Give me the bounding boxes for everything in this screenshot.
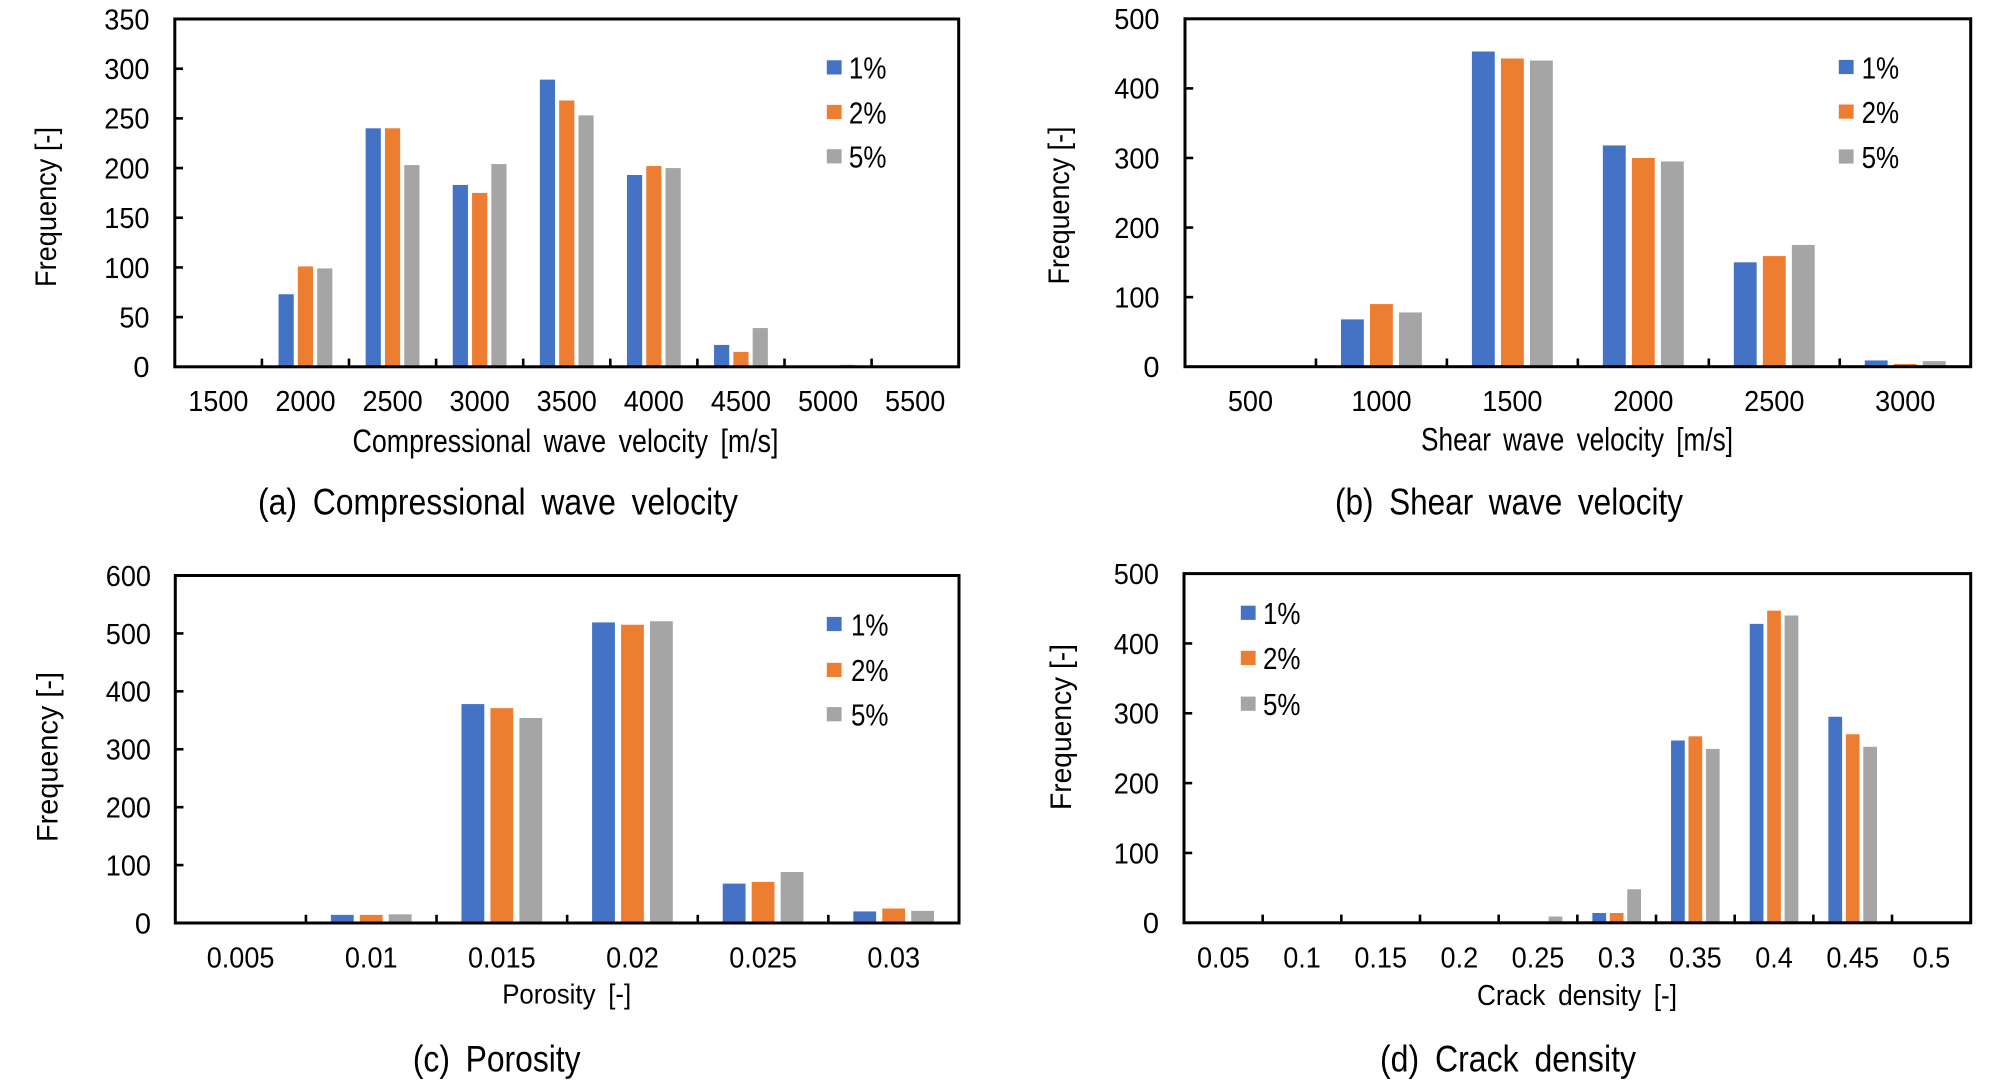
svg-text:0.35: 0.35 (1669, 943, 1722, 975)
svg-text:Frequency [-]: Frequency [-] (1043, 127, 1076, 285)
svg-text:500: 500 (1114, 4, 1159, 36)
svg-text:200: 200 (106, 793, 151, 825)
svg-text:0: 0 (1143, 352, 1159, 384)
svg-text:1%: 1% (1862, 50, 1900, 85)
svg-text:250: 250 (104, 104, 149, 136)
svg-text:400: 400 (106, 677, 151, 709)
svg-text:2000: 2000 (275, 386, 335, 418)
svg-text:0.05: 0.05 (1197, 943, 1250, 975)
svg-text:0.015: 0.015 (468, 943, 536, 975)
svg-text:0.4: 0.4 (1755, 943, 1793, 975)
svg-text:0: 0 (1143, 908, 1159, 940)
svg-text:1500: 1500 (188, 386, 248, 418)
svg-text:300: 300 (106, 735, 151, 767)
svg-text:0.1: 0.1 (1283, 943, 1321, 975)
svg-text:300: 300 (1114, 699, 1159, 731)
svg-text:0.45: 0.45 (1826, 943, 1879, 975)
svg-text:0.5: 0.5 (1913, 943, 1951, 975)
svg-text:0: 0 (133, 352, 149, 384)
svg-text:5500: 5500 (885, 386, 945, 418)
svg-text:(b) Shear wave velocity: (b) Shear wave velocity (1335, 482, 1683, 523)
svg-text:100: 100 (104, 253, 149, 285)
svg-text:400: 400 (1114, 629, 1159, 661)
svg-text:Crack density [-]: Crack density [-] (1477, 980, 1677, 1012)
svg-text:50: 50 (119, 302, 149, 334)
svg-text:1%: 1% (851, 607, 889, 642)
svg-text:5%: 5% (851, 697, 889, 732)
svg-text:1%: 1% (1263, 596, 1301, 631)
svg-text:2%: 2% (1263, 641, 1301, 676)
svg-text:150: 150 (104, 203, 149, 235)
svg-text:Frequency [-]: Frequency [-] (32, 672, 65, 842)
svg-text:Frequency [-]: Frequency [-] (30, 127, 63, 287)
svg-text:0.15: 0.15 (1354, 943, 1407, 975)
svg-text:300: 300 (104, 54, 149, 86)
svg-text:Porosity [-]: Porosity [-] (502, 979, 631, 1010)
svg-text:100: 100 (1114, 282, 1159, 314)
svg-text:600: 600 (106, 561, 151, 593)
svg-text:400: 400 (1114, 74, 1159, 106)
svg-text:(a) Compressional wave velocit: (a) Compressional wave velocity (258, 482, 738, 523)
svg-text:(d) Crack density: (d) Crack density (1380, 1039, 1636, 1080)
svg-text:4500: 4500 (711, 386, 771, 418)
svg-text:200: 200 (1114, 213, 1159, 245)
svg-text:300: 300 (1114, 143, 1159, 175)
svg-text:0.025: 0.025 (729, 943, 797, 975)
svg-text:0.005: 0.005 (207, 943, 275, 975)
svg-text:1000: 1000 (1351, 386, 1411, 418)
svg-text:2%: 2% (851, 653, 889, 688)
svg-text:3500: 3500 (537, 386, 597, 418)
svg-text:1500: 1500 (1482, 386, 1542, 418)
svg-text:200: 200 (104, 153, 149, 185)
svg-text:3000: 3000 (1875, 386, 1935, 418)
svg-text:2%: 2% (849, 95, 887, 130)
svg-text:0.03: 0.03 (867, 943, 920, 975)
svg-text:1%: 1% (849, 51, 887, 86)
svg-text:(c) Porosity: (c) Porosity (413, 1039, 581, 1080)
svg-text:5%: 5% (849, 140, 887, 175)
svg-text:0.25: 0.25 (1512, 943, 1565, 975)
svg-text:0.2: 0.2 (1441, 943, 1479, 975)
svg-text:Compressional wave velocity [m: Compressional wave velocity [m/s] (353, 423, 779, 459)
svg-text:5000: 5000 (798, 386, 858, 418)
svg-text:500: 500 (106, 619, 151, 651)
svg-text:0.02: 0.02 (606, 943, 659, 975)
svg-text:0: 0 (135, 908, 151, 940)
svg-text:3000: 3000 (450, 386, 510, 418)
svg-text:350: 350 (104, 4, 149, 36)
svg-text:0.01: 0.01 (345, 943, 398, 975)
svg-text:5%: 5% (1862, 140, 1900, 175)
svg-text:2500: 2500 (362, 386, 422, 418)
svg-text:500: 500 (1228, 386, 1273, 418)
svg-text:0.3: 0.3 (1598, 943, 1636, 975)
svg-text:500: 500 (1114, 559, 1159, 591)
svg-text:100: 100 (1114, 838, 1159, 870)
svg-text:2%: 2% (1862, 95, 1900, 130)
svg-text:2000: 2000 (1613, 386, 1673, 418)
svg-text:Shear wave velocity [m/s]: Shear wave velocity [m/s] (1421, 422, 1733, 458)
svg-text:200: 200 (1114, 768, 1159, 800)
svg-text:100: 100 (106, 850, 151, 882)
svg-text:5%: 5% (1263, 687, 1301, 722)
svg-text:4000: 4000 (624, 386, 684, 418)
svg-text:2500: 2500 (1744, 386, 1804, 418)
svg-text:Frequency [-]: Frequency [-] (1045, 644, 1078, 810)
